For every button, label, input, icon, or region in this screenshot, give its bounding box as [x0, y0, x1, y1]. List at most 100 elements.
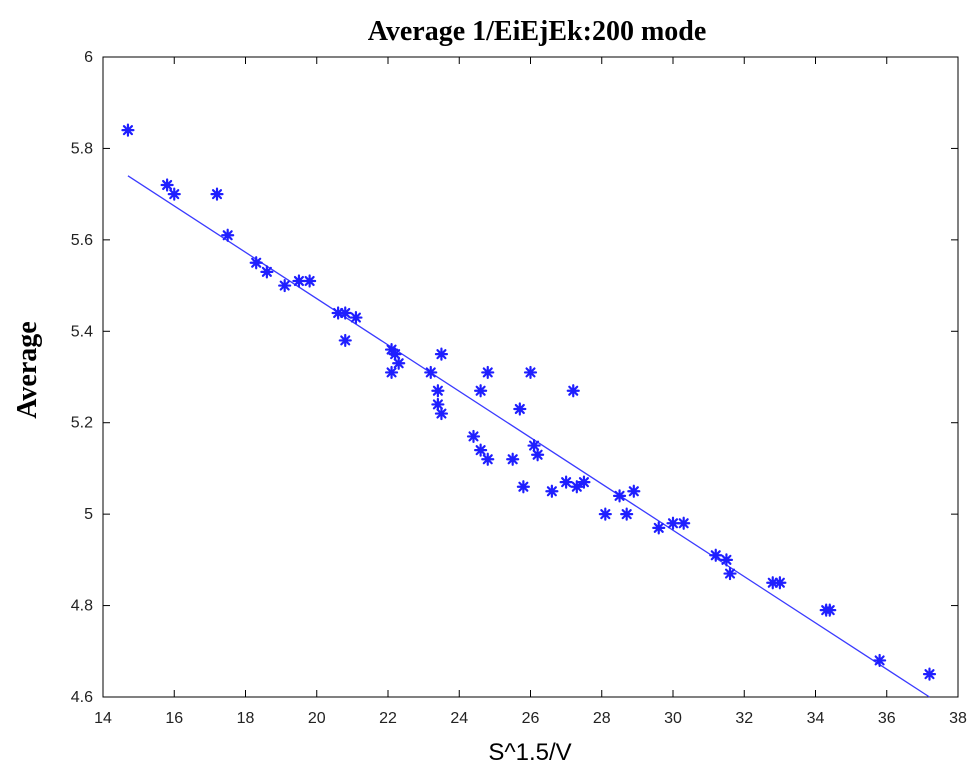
data-point — [121, 123, 135, 137]
data-point — [559, 475, 573, 489]
data-point — [545, 484, 559, 498]
asterisk-marker — [612, 489, 627, 503]
x-tick-label: 30 — [664, 710, 682, 727]
data-point — [481, 365, 495, 380]
data-point — [527, 438, 541, 453]
asterisk-marker — [666, 516, 680, 530]
asterisk-marker — [566, 384, 580, 398]
data-point — [331, 306, 345, 320]
x-tick-label: 16 — [165, 710, 183, 727]
asterisk-marker — [570, 480, 584, 494]
data-point — [167, 187, 181, 201]
data-point — [677, 516, 691, 530]
asterisk-marker — [388, 347, 402, 361]
data-point — [434, 406, 449, 421]
y-tick-label: 6 — [84, 49, 93, 66]
data-point — [523, 365, 538, 380]
asterisk-marker — [709, 548, 723, 562]
asterisk-marker — [677, 516, 691, 530]
x-tick-label: 22 — [379, 710, 397, 727]
data-point — [598, 507, 612, 521]
data-point — [249, 256, 263, 270]
asterisk-marker — [431, 397, 445, 412]
data-point — [773, 576, 787, 590]
x-tick-label: 38 — [949, 710, 967, 727]
data-point — [823, 603, 837, 617]
asterisk-marker — [331, 306, 345, 320]
x-tick-label: 32 — [735, 710, 753, 727]
asterisk-marker — [527, 438, 541, 453]
asterisk-marker — [392, 356, 406, 370]
data-point — [766, 576, 780, 590]
asterisk-marker — [434, 406, 449, 421]
data-point — [210, 187, 224, 201]
asterisk-marker — [513, 402, 527, 416]
data-point — [719, 553, 734, 567]
data-point — [481, 452, 495, 466]
x-tick-label: 20 — [308, 710, 326, 727]
x-tick-label: 36 — [878, 710, 896, 727]
y-tick-label: 5 — [84, 506, 93, 523]
data-point — [516, 480, 530, 494]
data-point — [278, 278, 292, 293]
data-point — [506, 452, 520, 466]
y-tick-label: 4.8 — [71, 598, 93, 615]
data-point — [873, 653, 887, 668]
data-point — [292, 274, 306, 288]
data-point — [612, 489, 627, 503]
asterisk-marker — [598, 507, 612, 521]
x-tick-label: 18 — [237, 710, 255, 727]
asterisk-marker — [249, 256, 263, 270]
x-tick-label: 34 — [807, 710, 825, 727]
data-point — [260, 265, 274, 279]
chart-title: Average 1/EiEjEk:200 mode — [368, 16, 707, 47]
data-point — [349, 310, 363, 325]
asterisk-marker — [431, 384, 445, 398]
asterisk-marker — [823, 603, 837, 617]
data-point — [566, 384, 580, 398]
asterisk-marker — [434, 347, 449, 361]
y-tick-label: 5.8 — [71, 140, 93, 157]
asterisk-marker — [773, 576, 787, 590]
trend-line — [127, 175, 930, 698]
data-point — [338, 333, 352, 348]
asterisk-marker — [481, 365, 495, 380]
data-point — [570, 480, 584, 494]
data-point — [723, 566, 737, 581]
asterisk-marker — [922, 667, 937, 681]
y-tick-label: 4.6 — [71, 689, 93, 706]
asterisk-marker — [384, 365, 399, 380]
data-point — [338, 306, 352, 320]
data-point — [303, 274, 317, 288]
asterisk-marker — [278, 278, 292, 293]
data-point — [221, 228, 235, 242]
asterisk-marker — [545, 484, 559, 498]
y-tick-label: 5.4 — [71, 323, 93, 340]
data-point — [531, 448, 545, 462]
data-point — [620, 507, 634, 521]
asterisk-marker — [121, 123, 135, 137]
asterisk-marker — [167, 187, 181, 201]
data-point — [709, 548, 723, 562]
data-points — [121, 123, 937, 681]
asterisk-marker — [627, 484, 641, 498]
asterisk-marker — [349, 310, 363, 325]
data-point — [160, 178, 174, 192]
y-tick-label: 5.6 — [71, 232, 93, 249]
data-point — [577, 475, 591, 489]
asterisk-marker — [719, 553, 734, 567]
data-point — [388, 347, 402, 361]
data-point — [466, 429, 481, 444]
asterisk-marker — [577, 475, 591, 489]
asterisk-marker — [531, 448, 545, 462]
x-axis-ticks: 14 16 18 20 22 24 26 28 30 32 34 36 38 — [94, 57, 967, 727]
asterisk-marker — [652, 521, 666, 535]
data-point — [474, 384, 488, 398]
asterisk-marker — [474, 443, 488, 457]
x-axis-label: S^1.5/V — [488, 739, 571, 766]
data-point — [431, 384, 445, 398]
data-point — [384, 365, 399, 380]
x-tick-label: 28 — [593, 710, 611, 727]
asterisk-marker — [620, 507, 634, 521]
asterisk-marker — [873, 653, 887, 668]
